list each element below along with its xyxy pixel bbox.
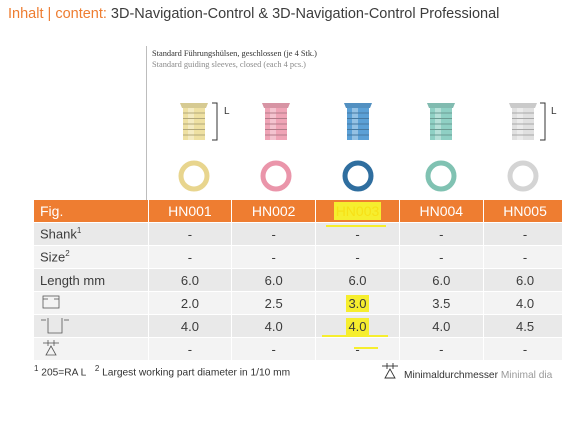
table-cell: 6.0 xyxy=(231,268,316,292)
row-label-length: Length mm xyxy=(34,268,148,292)
col-header-hn001: HN001 xyxy=(147,200,232,223)
highlight-mark: 4.0 xyxy=(346,317,369,335)
sleeve-3 xyxy=(344,103,372,140)
highlight-underline xyxy=(322,335,388,337)
footnote-2: Largest working part diameter in 1/10 mm xyxy=(99,367,291,379)
col-header-hn003: HN003 xyxy=(315,200,400,223)
sleeve-4 xyxy=(427,103,455,140)
table-cell: - xyxy=(398,245,484,269)
length-dimension-label: L xyxy=(224,106,230,117)
legend-english: Minimal dia xyxy=(497,370,553,381)
col-header-hn002: HN002 xyxy=(231,200,316,223)
highlight-underline xyxy=(354,347,378,349)
table-cell: 3.5 xyxy=(398,291,484,315)
table-row: Shank1 - - - - - xyxy=(34,222,562,246)
footnote-1: 205=RA L xyxy=(38,367,87,379)
table-cell: 4.0 xyxy=(398,314,484,338)
col-header-hn004: HN004 xyxy=(398,200,484,223)
subtitle-german: Standard Führungshülsen, geschlossen (je… xyxy=(152,49,317,58)
footnotes: 1 205=RA L 2 Largest working part diamet… xyxy=(34,364,290,378)
table-cell: 6.0 xyxy=(147,268,232,292)
page-title: 3D-Navigation-Control & 3D-Navigation-Co… xyxy=(106,6,500,22)
length-dimension-2: L xyxy=(540,102,557,141)
row-label-outer-diameter xyxy=(34,314,148,338)
length-dimension-label: L xyxy=(551,106,557,117)
minimal-diameter-icon xyxy=(43,339,59,355)
table-cell: 4.0 xyxy=(482,291,562,315)
length-dimension-1: L xyxy=(212,102,230,141)
table-cell: - xyxy=(398,337,484,361)
header-content-label: content: xyxy=(55,6,107,22)
table-cell: - xyxy=(482,337,562,361)
table-cell: - xyxy=(315,245,400,269)
table-cell: - xyxy=(398,222,484,246)
row-label-minimal-diameter xyxy=(34,337,148,361)
header-separator: | xyxy=(43,6,56,22)
table-cell: - xyxy=(231,337,316,361)
highlight-underline xyxy=(326,225,386,227)
table-cell: - xyxy=(147,337,232,361)
table-cell: - xyxy=(147,222,232,246)
row-label-size: Size2 xyxy=(34,245,148,269)
table-row: - - - - - xyxy=(34,337,562,361)
row-label-inner-diameter xyxy=(34,291,148,315)
footnote-1-sup: 1 xyxy=(34,364,39,373)
sleeve-ring-5 xyxy=(507,160,539,192)
table-row: 4.0 4.0 4.0 4.0 4.5 xyxy=(34,314,562,338)
table-cell: - xyxy=(315,222,400,246)
sleeve-ring-2 xyxy=(260,160,292,192)
table-cell: - xyxy=(231,222,316,246)
legend-german: Minimaldurchmesser xyxy=(404,370,498,381)
table-row: 2.0 2.5 3.0 3.5 4.0 xyxy=(34,291,562,315)
page-header: Inhalt | content: 3D-Navigation-Control … xyxy=(8,6,499,22)
table-cell: 4.0 xyxy=(231,314,316,338)
table-cell: - xyxy=(482,222,562,246)
outer-diameter-icon xyxy=(41,317,69,333)
table-cell: - xyxy=(315,337,400,361)
table-cell: 6.0 xyxy=(398,268,484,292)
inner-diameter-icon xyxy=(42,295,60,308)
sleeve-ring-3 xyxy=(342,160,374,192)
table-cell: - xyxy=(147,245,232,269)
table-header-row: Fig. HN001 HN002 HN003 HN004 HN005 xyxy=(34,200,562,223)
table-cell: 4.5 xyxy=(482,314,562,338)
table-cell: - xyxy=(482,245,562,269)
table-cell: 6.0 xyxy=(315,268,400,292)
sleeve-ring-4 xyxy=(425,160,457,192)
table-cell: 2.5 xyxy=(231,291,316,315)
spec-table: Fig. HN001 HN002 HN003 HN004 HN005 Shank… xyxy=(34,200,562,361)
highlight-mark: HN003 xyxy=(333,202,382,220)
sleeve-ring-1 xyxy=(178,160,210,192)
minimal-diameter-legend-icon xyxy=(382,363,398,379)
col-header-hn005: HN005 xyxy=(482,200,562,223)
section-divider xyxy=(146,46,147,204)
highlight-mark: 3.0 xyxy=(346,294,369,312)
table-row: Size2 - - - - - xyxy=(34,245,562,269)
subtitle-english: Standard guiding sleeves, closed (each 4… xyxy=(152,60,306,69)
table-row: Length mm 6.0 6.0 6.0 6.0 6.0 xyxy=(34,268,562,292)
table-cell: - xyxy=(231,245,316,269)
footnote-2-sup: 2 xyxy=(94,364,100,373)
header-fig-label: Fig. xyxy=(34,200,148,223)
row-label-shank: Shank1 xyxy=(34,222,148,246)
sleeve-1 xyxy=(180,103,208,140)
header-inhalt-link[interactable]: Inhalt xyxy=(8,6,44,22)
sleeve-5 xyxy=(509,103,537,140)
table-cell: 2.0 xyxy=(147,291,232,315)
sleeve-2 xyxy=(262,103,290,140)
table-cell: 3.0 xyxy=(315,291,400,315)
table-cell: 6.0 xyxy=(482,268,562,292)
minimal-diameter-legend: Minimaldurchmesser Minimal dia xyxy=(404,370,552,381)
table-cell: 4.0 xyxy=(147,314,232,338)
table-cell: 4.0 xyxy=(315,314,400,338)
sleeve-illustrations: L L xyxy=(178,102,557,192)
section-subtitle: Standard Führungshülsen, geschlossen (je… xyxy=(152,48,317,70)
